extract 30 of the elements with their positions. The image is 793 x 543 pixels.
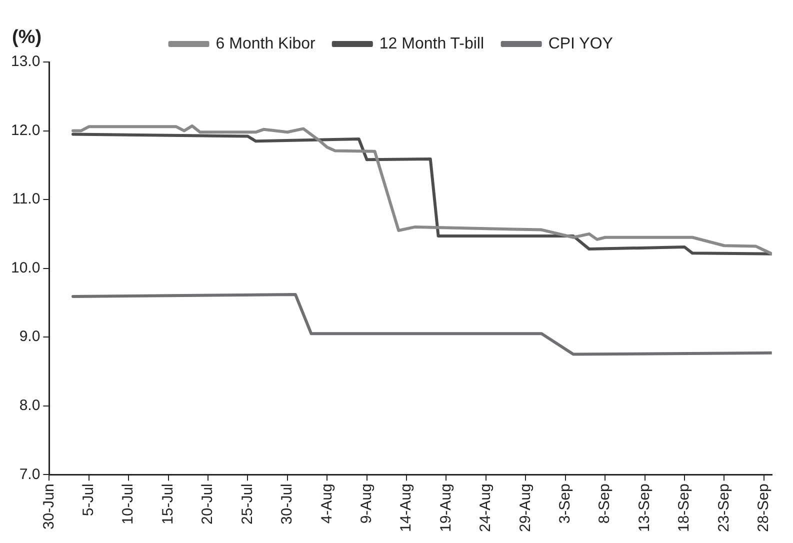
x-tick-label: 19-Aug	[437, 484, 454, 532]
y-tick-label: 10.0	[10, 259, 40, 276]
x-tick-label: 23-Sep	[715, 484, 732, 532]
legend-label: 6 Month Kibor	[216, 35, 316, 52]
x-tick-label: 13-Sep	[636, 484, 653, 532]
y-tick-label: 9.0	[19, 328, 40, 346]
x-tick-label: 30-Jul	[278, 484, 296, 524]
x-tick-label: 4-Aug	[318, 484, 336, 524]
legend-label: CPI YOY	[548, 35, 614, 52]
x-tick-label: 28-Sep	[755, 484, 772, 532]
x-tick-label: 10-Jul	[120, 484, 137, 524]
x-tick-label: 3-Sep	[556, 484, 574, 524]
x-tick-label: 20-Jul	[199, 484, 216, 524]
x-tick-label: 5-Jul	[80, 484, 98, 516]
y-axis-title: (%)	[12, 27, 42, 48]
x-tick-label: 24-Aug	[477, 484, 494, 532]
y-tick-label: 8.0	[19, 397, 40, 414]
y-tick-label: 12.0	[10, 122, 40, 139]
x-tick-label: 14-Aug	[398, 484, 415, 532]
y-tick-label: 13.0	[10, 53, 40, 70]
y-tick-label: 11.0	[12, 190, 40, 208]
x-tick-label: 15-Jul	[159, 484, 176, 524]
x-tick-label: 18-Sep	[676, 484, 693, 532]
legend-label: 12 Month T-bill	[379, 35, 484, 52]
x-tick-label: 29-Aug	[516, 484, 534, 532]
x-tick-label: 8-Sep	[596, 484, 614, 524]
x-tick-label: 9-Aug	[358, 484, 375, 524]
x-tick-label: 30-Jun	[40, 484, 58, 530]
x-tick-label: 25-Jul	[238, 484, 256, 524]
y-tick-label: 7.0	[19, 466, 40, 483]
